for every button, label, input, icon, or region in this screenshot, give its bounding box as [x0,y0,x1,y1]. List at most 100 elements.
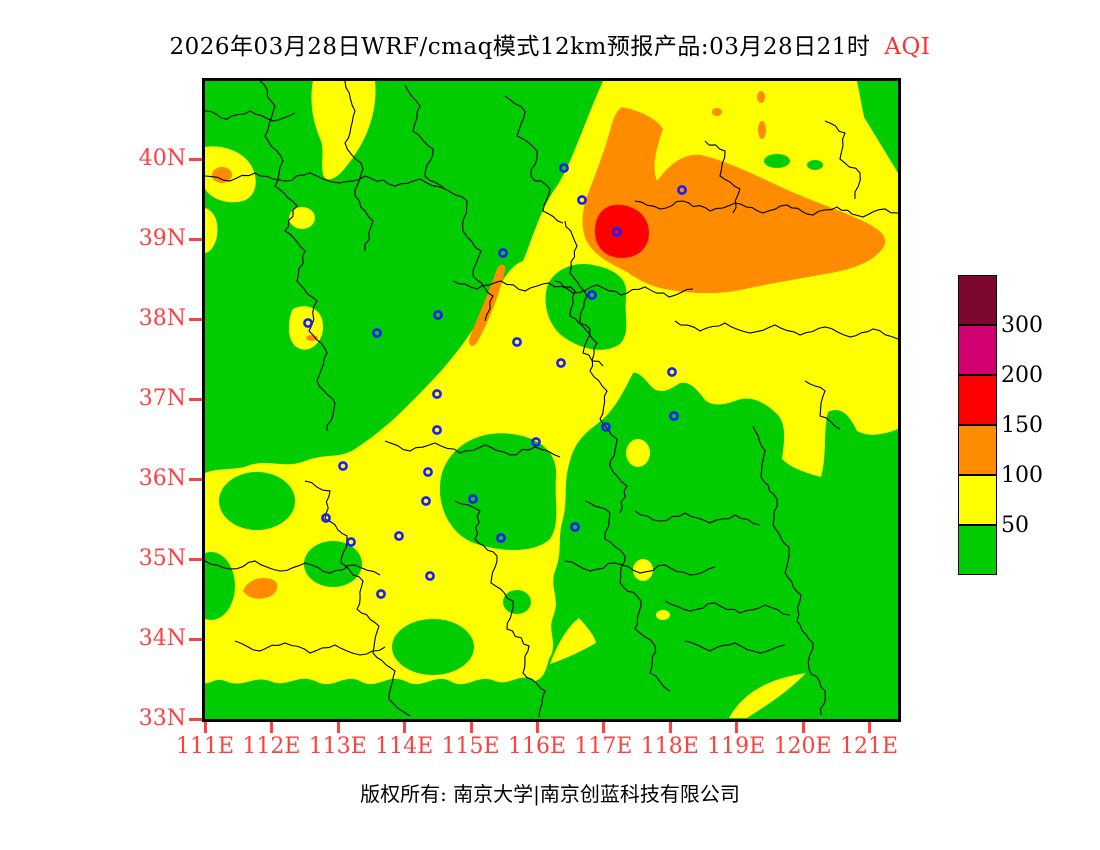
city-marker [677,185,687,195]
city-marker [559,163,569,173]
legend-color-block [958,275,997,325]
aqi-orange-speck-1 [712,108,722,116]
aqi-red-core [595,204,649,258]
county-boundary [304,480,411,717]
aqi-yellow-bottom-sliver [729,673,806,718]
y-tick-label: 37N [138,386,186,411]
x-tick-label: 111E [175,734,235,759]
aqi-orange-sw-spot [243,578,278,599]
county-boundary [444,188,494,322]
x-tick-mark [469,722,473,733]
x-tick-mark [403,722,407,733]
x-tick-label: 114E [375,734,434,759]
y-tick-label: 34N [138,626,186,651]
county-boundary [205,110,296,122]
county-boundary [634,200,898,218]
legend-color-block [958,525,997,575]
city-marker [376,589,386,599]
green-sw-patch-2 [304,541,362,587]
y-tick-label: 36N [138,466,186,491]
aqi-yellow-west-strip [205,208,218,253]
county-boundary [454,500,546,718]
county-boundary [404,84,446,190]
y-tick-mark [189,718,202,721]
county-boundary [752,425,826,716]
city-marker [425,571,435,581]
y-tick-label: 33N [138,706,186,731]
x-tick-label: 118E [640,734,699,759]
county-boundary [384,440,561,458]
aqi-contour-map [205,81,898,719]
x-tick-mark [336,722,340,733]
green-sw-patch-3 [392,619,474,675]
x-tick-label: 121E [839,734,899,759]
county-boundary [704,140,741,214]
aqi-yellow-se-spot-2 [633,559,653,581]
y-tick-mark [189,318,202,321]
city-marker [394,531,404,541]
county-boundary [564,560,716,576]
aqi-orange-nw-spot [212,167,232,183]
x-tick-mark [602,722,606,733]
city-marker [556,358,566,368]
city-marker [321,513,331,523]
county-boundary [259,81,336,432]
city-marker [433,310,443,320]
aqi-orange-streak [468,264,506,346]
x-tick-mark [668,722,672,733]
legend-color-block [958,375,997,425]
aqi-yellow-se-spot-3 [656,610,670,620]
city-marker [587,290,597,300]
aqi-orange-speck-2 [757,91,765,103]
city-marker [338,461,348,471]
county-boundary [664,600,791,616]
county-boundary [804,380,841,430]
county-boundary [234,640,386,656]
city-marker [531,437,541,447]
city-marker [669,411,679,421]
city-marker [570,522,580,532]
y-tick-label: 35N [138,546,186,571]
county-boundary [674,320,898,340]
city-marker [498,248,508,258]
plot-title-text: 2026年03月28日WRF/cmaq模式12km预报产品:03月28日21时 [169,34,871,60]
city-marker [303,318,313,328]
x-tick-label: 112E [242,734,301,759]
city-marker [372,328,382,338]
county-boundary [554,280,604,367]
x-tick-mark [536,722,539,733]
county-boundary [634,510,761,526]
x-tick-mark [204,722,207,733]
legend-threshold-label: 300 [1001,313,1043,338]
y-tick-label: 39N [138,226,186,251]
x-tick-mark [868,722,871,733]
city-marker [432,425,442,435]
legend-threshold-label: 150 [1001,413,1043,438]
green-ne-dimple-2 [807,160,823,170]
y-tick-label: 38N [138,306,186,331]
aqi-orange-speck-3 [758,121,766,139]
y-tick-mark [189,158,202,161]
aqi-yellow-spot [289,207,315,229]
y-tick-mark [189,238,202,241]
city-marker [346,537,356,547]
legend-color-block [958,425,997,475]
city-marker [601,422,611,432]
city-marker [421,496,431,506]
city-marker [496,533,506,543]
county-boundary [452,280,694,298]
city-marker [432,389,442,399]
legend-color-block [958,325,997,375]
green-corridor-patch [545,264,627,350]
x-tick-mark [735,722,739,733]
map-frame [202,78,901,722]
y-tick-mark [189,398,202,401]
county-boundary [584,500,671,692]
aqi-yellow-top-patch [311,81,376,180]
y-tick-mark [189,638,202,641]
aqi-yellow-se-wedge [550,618,596,664]
county-boundary [344,81,374,252]
y-tick-label: 40N [138,146,186,171]
x-tick-label: 116E [507,734,567,759]
green-central-patch [439,433,557,551]
